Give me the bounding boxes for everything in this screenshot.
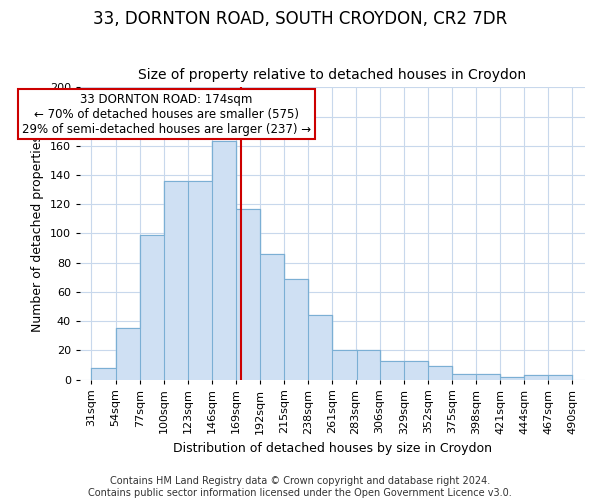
Y-axis label: Number of detached properties: Number of detached properties bbox=[31, 135, 44, 332]
Text: 33, DORNTON ROAD, SOUTH CROYDON, CR2 7DR: 33, DORNTON ROAD, SOUTH CROYDON, CR2 7DR bbox=[93, 10, 507, 28]
Text: 33 DORNTON ROAD: 174sqm
← 70% of detached houses are smaller (575)
29% of semi-d: 33 DORNTON ROAD: 174sqm ← 70% of detache… bbox=[22, 93, 311, 136]
Text: Contains HM Land Registry data © Crown copyright and database right 2024.
Contai: Contains HM Land Registry data © Crown c… bbox=[88, 476, 512, 498]
X-axis label: Distribution of detached houses by size in Croydon: Distribution of detached houses by size … bbox=[173, 442, 492, 455]
Title: Size of property relative to detached houses in Croydon: Size of property relative to detached ho… bbox=[139, 68, 527, 82]
Polygon shape bbox=[91, 142, 572, 380]
